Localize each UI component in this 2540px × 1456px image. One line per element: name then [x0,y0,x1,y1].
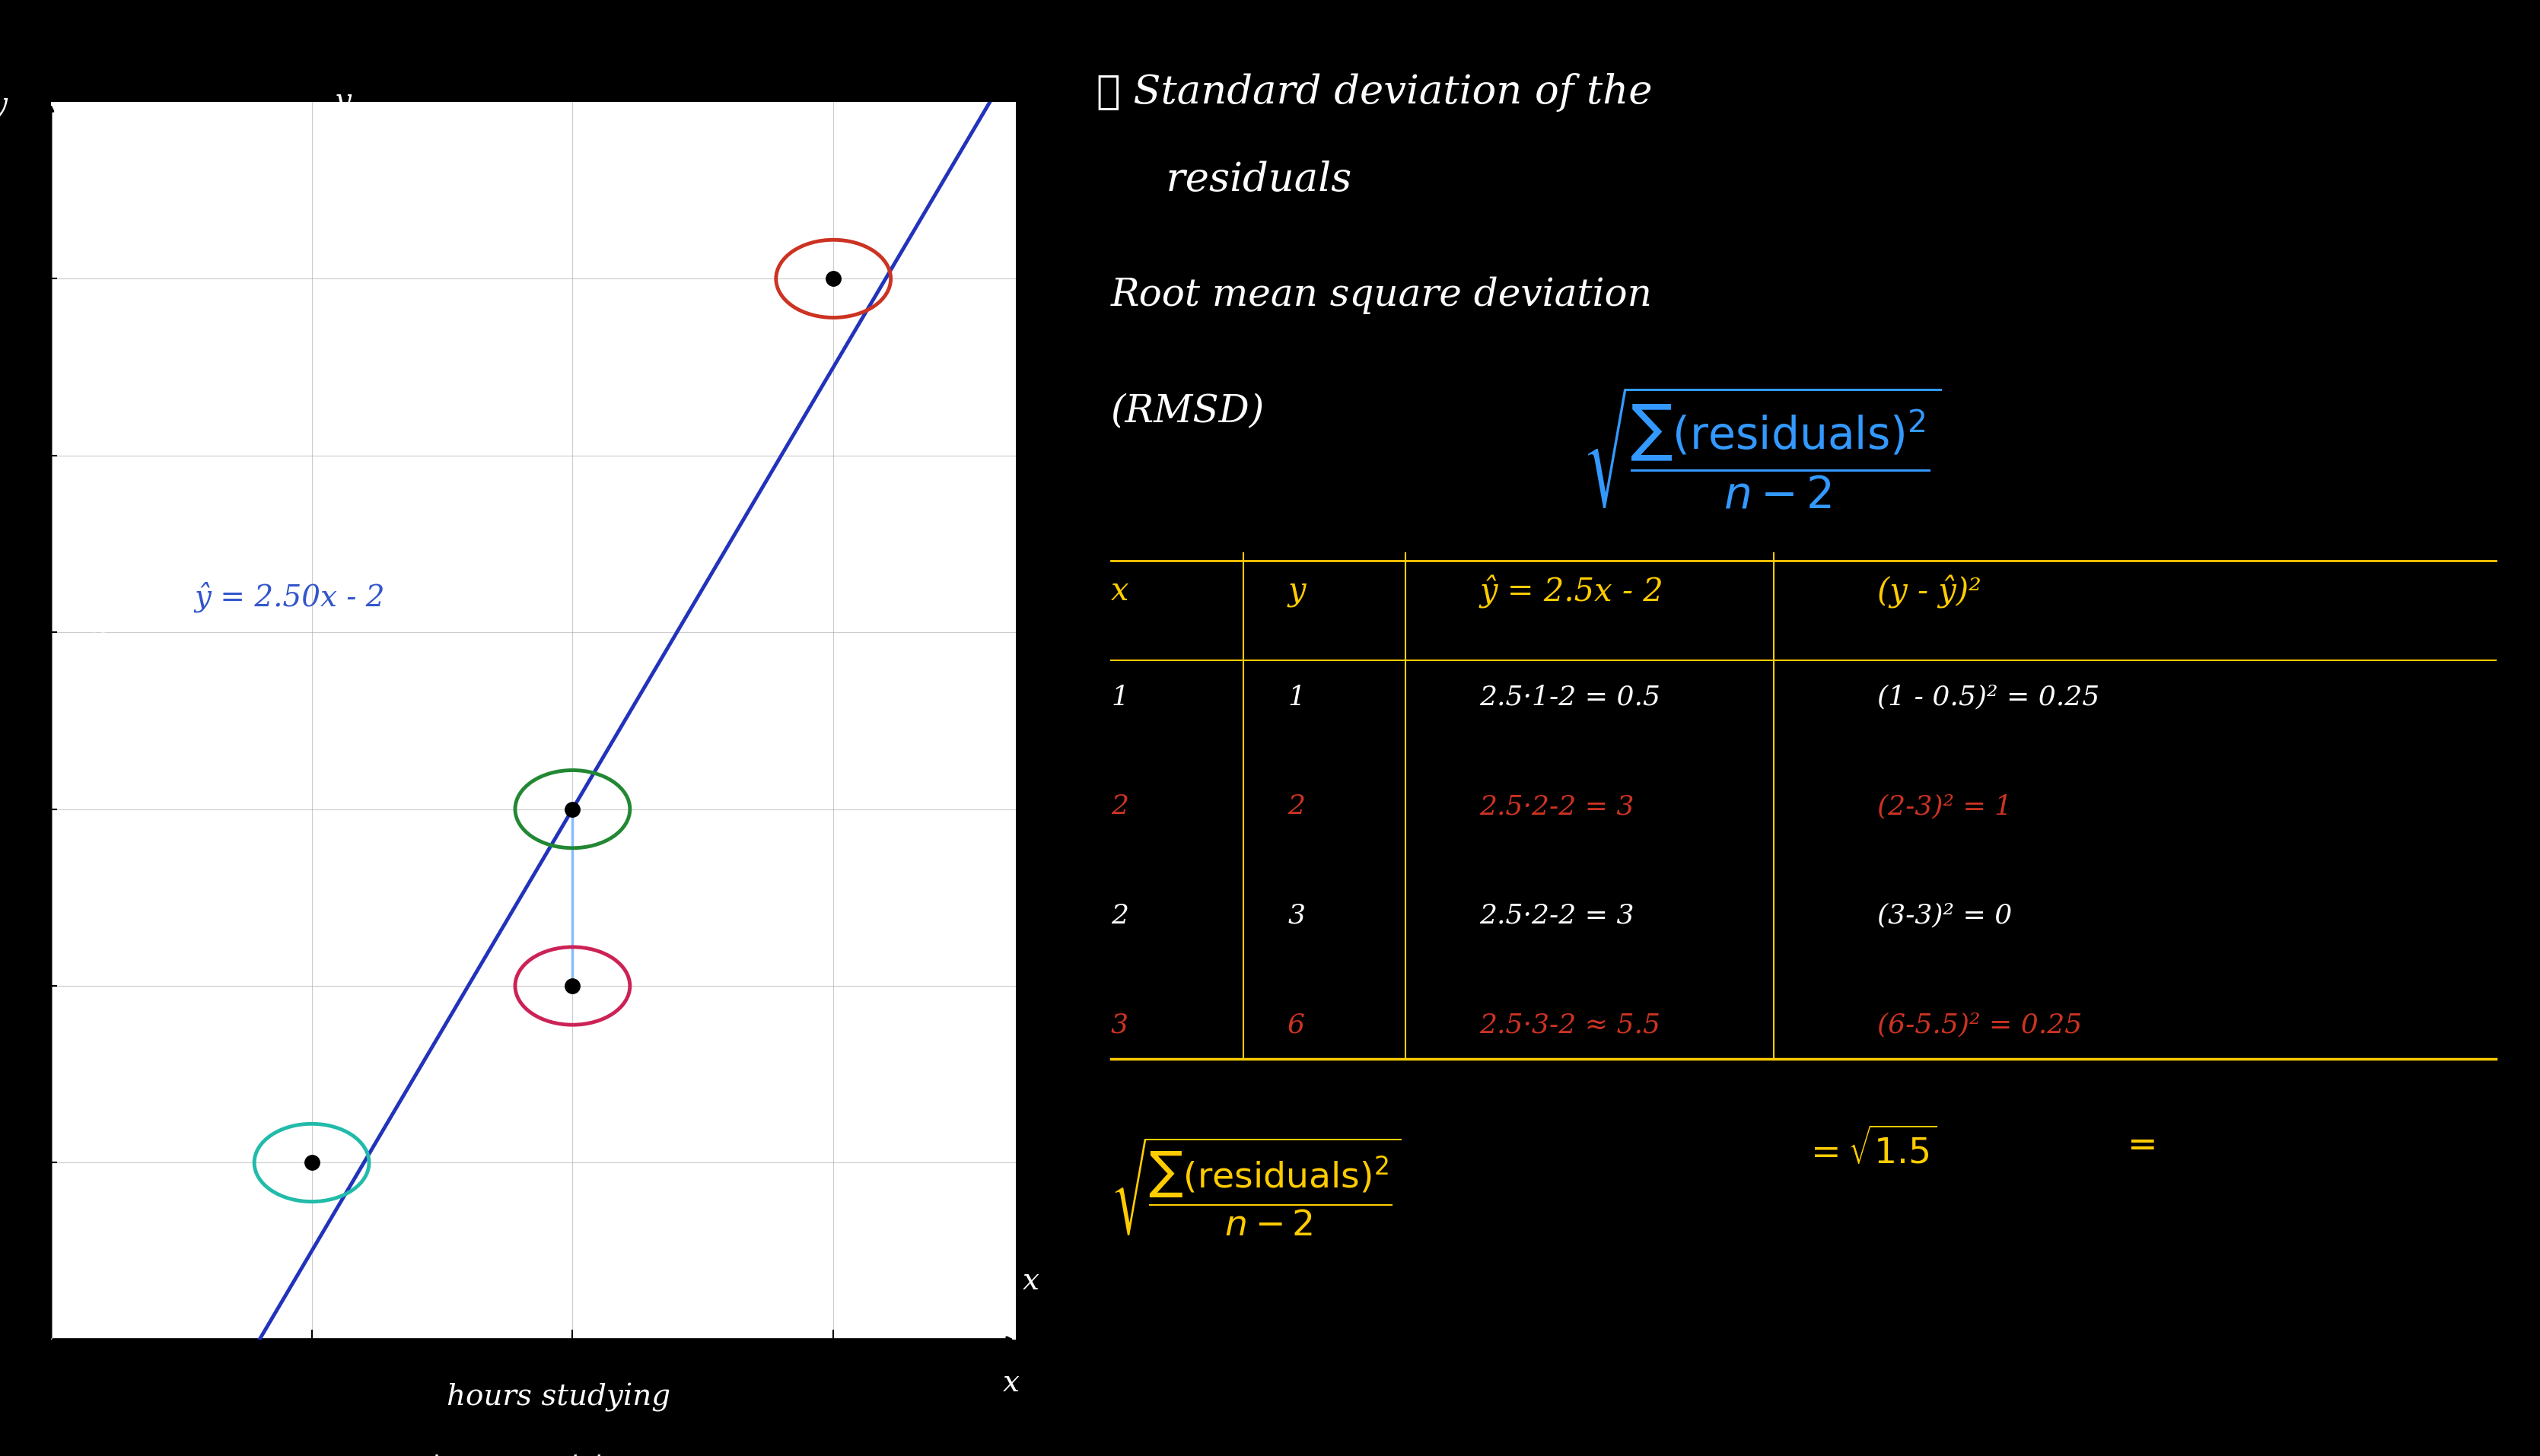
Text: 3: 3 [826,1392,841,1417]
Text: 3: 3 [1110,1012,1128,1038]
Text: hours studying: hours studying [432,1455,635,1456]
Text: 1: 1 [1288,684,1306,711]
Text: 2: 2 [1110,903,1128,929]
Text: Root mean square deviation: Root mean square deviation [1110,277,1654,314]
Text: 4: 4 [5,620,20,644]
Text: 2.5·3-2 ≈ 5.5: 2.5·3-2 ≈ 5.5 [1478,1012,1661,1038]
Text: score: score [86,614,117,696]
Text: 2: 2 [5,974,20,997]
Text: $\sqrt{\dfrac{\sum(\mathrm{residuals})^2}{n-2}}$: $\sqrt{\dfrac{\sum(\mathrm{residuals})^2… [1582,386,1941,511]
Text: ŷ = 2.5x - 2: ŷ = 2.5x - 2 [1478,575,1664,609]
Text: (RMSD): (RMSD) [1110,393,1265,431]
Text: 2: 2 [1288,794,1306,820]
Text: 5: 5 [5,444,20,467]
Text: ★ Standard deviation of the: ★ Standard deviation of the [1097,73,1651,112]
Text: (2-3)² = 1: (2-3)² = 1 [1877,794,2012,820]
Text: =: = [2129,1128,2156,1163]
Text: $\sqrt{\dfrac{\sum(\mathrm{residuals})^2}{n-2}}$: $\sqrt{\dfrac{\sum(\mathrm{residuals})^2… [1110,1136,1402,1238]
Text: (6-5.5)² = 0.25: (6-5.5)² = 0.25 [1877,1012,2083,1038]
Text: 3: 3 [1288,903,1306,929]
Text: $= \sqrt{1.5}$: $= \sqrt{1.5}$ [1803,1128,1938,1172]
Text: x: x [1110,575,1128,607]
Text: 2: 2 [1110,794,1128,820]
Text: y: y [0,92,8,119]
Text: y: y [1288,575,1306,607]
Text: (1 - 0.5)² = 0.25: (1 - 0.5)² = 0.25 [1877,684,2101,711]
Text: 6: 6 [5,266,20,291]
Text: 3: 3 [5,798,20,821]
Text: 6: 6 [1288,1012,1306,1038]
Text: x: x [1003,1370,1019,1398]
Text: 2.5·2-2 = 3: 2.5·2-2 = 3 [1478,794,1633,820]
Text: y: y [335,87,351,116]
Text: 2.5·2-2 = 3: 2.5·2-2 = 3 [1478,903,1633,929]
Text: ŷ = 2.50x - 2: ŷ = 2.50x - 2 [193,581,386,613]
Text: x: x [1024,1267,1039,1296]
Text: 2.5·1-2 = 0.5: 2.5·1-2 = 0.5 [1478,684,1661,711]
Text: 1: 1 [1110,684,1128,711]
Text: (y - ŷ)²: (y - ŷ)² [1877,575,1981,609]
Text: residuals: residuals [1140,160,1351,199]
Text: (3-3)² = 0: (3-3)² = 0 [1877,903,2012,929]
Text: 1: 1 [5,1150,20,1175]
Text: hours studying: hours studying [447,1383,671,1412]
Text: 2: 2 [564,1392,579,1417]
Text: 1: 1 [305,1392,320,1417]
